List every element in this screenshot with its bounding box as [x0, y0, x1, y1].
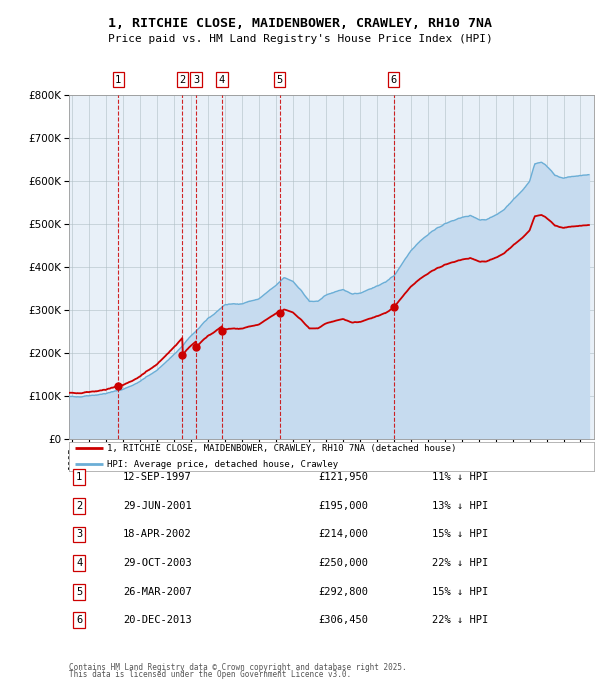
Text: HPI: Average price, detached house, Crawley: HPI: Average price, detached house, Craw…	[107, 460, 338, 469]
Text: 2: 2	[179, 75, 185, 85]
Text: 13% ↓ HPI: 13% ↓ HPI	[432, 501, 488, 511]
Text: £121,950: £121,950	[318, 473, 368, 482]
Text: 12-SEP-1997: 12-SEP-1997	[123, 473, 192, 482]
Text: 2: 2	[76, 501, 82, 511]
Text: 1, RITCHIE CLOSE, MAIDENBOWER, CRAWLEY, RH10 7NA: 1, RITCHIE CLOSE, MAIDENBOWER, CRAWLEY, …	[108, 17, 492, 31]
Text: £250,000: £250,000	[318, 558, 368, 568]
Text: 3: 3	[193, 75, 199, 85]
Text: 22% ↓ HPI: 22% ↓ HPI	[432, 558, 488, 568]
Text: 1, RITCHIE CLOSE, MAIDENBOWER, CRAWLEY, RH10 7NA (detached house): 1, RITCHIE CLOSE, MAIDENBOWER, CRAWLEY, …	[107, 444, 456, 453]
Text: 20-DEC-2013: 20-DEC-2013	[123, 615, 192, 625]
Text: Contains HM Land Registry data © Crown copyright and database right 2025.: Contains HM Land Registry data © Crown c…	[69, 663, 407, 672]
Text: 4: 4	[76, 558, 82, 568]
Text: £214,000: £214,000	[318, 530, 368, 539]
Text: 6: 6	[76, 615, 82, 625]
Text: 15% ↓ HPI: 15% ↓ HPI	[432, 587, 488, 596]
Text: £195,000: £195,000	[318, 501, 368, 511]
Text: 5: 5	[76, 587, 82, 596]
Text: 26-MAR-2007: 26-MAR-2007	[123, 587, 192, 596]
Text: 6: 6	[391, 75, 397, 85]
Text: 4: 4	[219, 75, 225, 85]
Text: This data is licensed under the Open Government Licence v3.0.: This data is licensed under the Open Gov…	[69, 670, 351, 679]
Text: £292,800: £292,800	[318, 587, 368, 596]
Text: 1: 1	[115, 75, 121, 85]
Text: 29-JUN-2001: 29-JUN-2001	[123, 501, 192, 511]
Text: 1: 1	[76, 473, 82, 482]
Text: 5: 5	[277, 75, 283, 85]
Text: Price paid vs. HM Land Registry's House Price Index (HPI): Price paid vs. HM Land Registry's House …	[107, 35, 493, 44]
Text: 22% ↓ HPI: 22% ↓ HPI	[432, 615, 488, 625]
Text: 15% ↓ HPI: 15% ↓ HPI	[432, 530, 488, 539]
Text: £306,450: £306,450	[318, 615, 368, 625]
Text: 29-OCT-2003: 29-OCT-2003	[123, 558, 192, 568]
Text: 11% ↓ HPI: 11% ↓ HPI	[432, 473, 488, 482]
Text: 3: 3	[76, 530, 82, 539]
Text: 18-APR-2002: 18-APR-2002	[123, 530, 192, 539]
